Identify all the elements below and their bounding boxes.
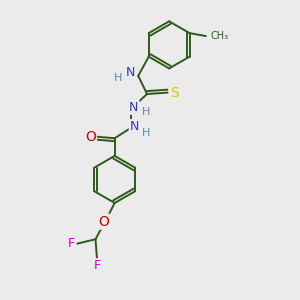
Text: N: N (129, 101, 139, 114)
Text: O: O (85, 130, 96, 144)
Text: H: H (142, 107, 150, 117)
Text: S: S (170, 85, 178, 100)
Text: CH₃: CH₃ (210, 31, 228, 41)
Text: H: H (141, 128, 150, 138)
Text: N: N (130, 120, 139, 133)
Text: N: N (125, 66, 135, 80)
Text: H: H (114, 73, 122, 83)
Text: F: F (93, 259, 100, 272)
Text: F: F (68, 237, 75, 250)
Text: O: O (98, 214, 109, 229)
